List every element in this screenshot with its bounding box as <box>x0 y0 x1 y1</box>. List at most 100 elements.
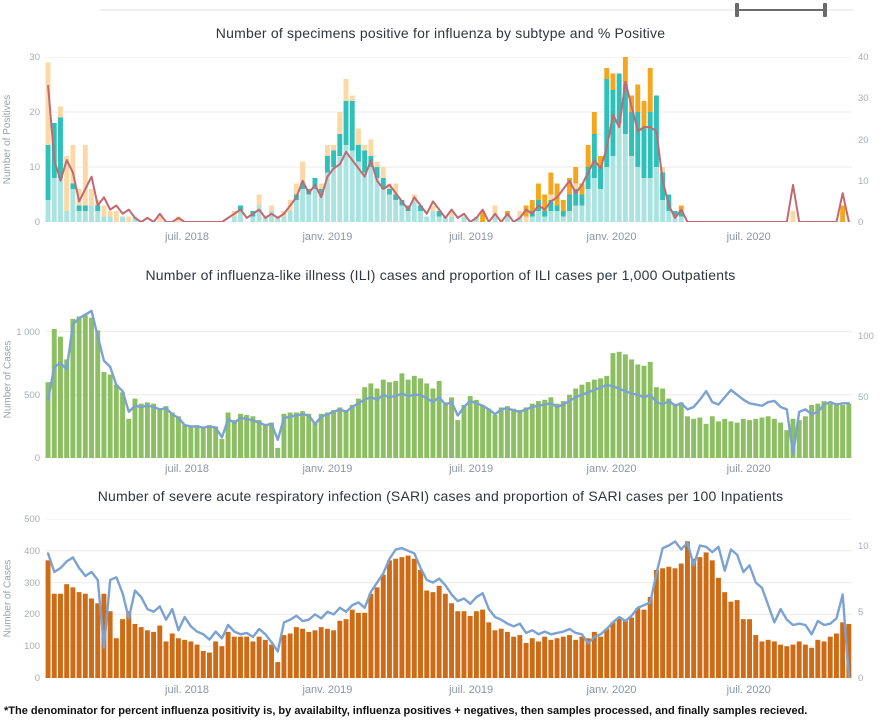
bar-subtype-teal[interactable] <box>312 178 318 189</box>
bar-ILI cases[interactable] <box>207 425 212 458</box>
bar-SARI cases[interactable] <box>666 566 672 678</box>
bar-SARI cases[interactable] <box>678 563 684 678</box>
bar-subtype-teal[interactable] <box>76 205 82 212</box>
bar-SARI cases[interactable] <box>70 587 76 678</box>
bar-SARI cases[interactable] <box>213 641 219 678</box>
bar-SARI cases[interactable] <box>579 636 585 678</box>
bar-ILI cases[interactable] <box>604 375 610 458</box>
bar-SARI cases[interactable] <box>387 560 392 678</box>
bar-SARI cases[interactable] <box>58 593 63 678</box>
bar-ILI cases[interactable] <box>542 399 548 458</box>
bar-SARI cases[interactable] <box>436 585 442 678</box>
bar-ILI cases[interactable] <box>312 422 318 458</box>
bar-subtype-teal[interactable] <box>318 189 324 195</box>
line-Proportion of ILI cases per 1,000 Outpatients[interactable] <box>46 309 851 456</box>
bar-SARI cases[interactable] <box>660 568 666 678</box>
bar-SARI cases[interactable] <box>747 619 752 678</box>
bar-subtype-orange[interactable] <box>536 183 541 201</box>
bar-ILI cases[interactable] <box>573 388 579 458</box>
bar-ILI cases[interactable] <box>120 392 125 458</box>
bar-ILI cases[interactable] <box>182 425 188 458</box>
bar-SARI cases[interactable] <box>722 592 728 678</box>
bar-ILI cases[interactable] <box>815 403 821 458</box>
bar-SARI cases[interactable] <box>138 627 144 678</box>
bar-ILI cases[interactable] <box>355 398 361 458</box>
bar-subtype-teal[interactable] <box>573 189 579 206</box>
bar-SARI cases[interactable] <box>442 593 448 678</box>
bar-SARI cases[interactable] <box>840 622 846 678</box>
bar-subtype-teal[interactable] <box>635 112 641 167</box>
bar-subtype-orange[interactable] <box>560 200 566 211</box>
bar-subtype-teal[interactable] <box>238 205 243 212</box>
bar-SARI cases[interactable] <box>151 631 157 678</box>
bar-subtype-teal[interactable] <box>418 205 423 212</box>
bar-subtype-light-orange[interactable] <box>331 145 337 151</box>
bar-subtype-light-teal[interactable] <box>554 211 560 222</box>
line-% Positive[interactable] <box>47 80 850 222</box>
bar-ILI cases[interactable] <box>194 425 200 458</box>
bar-ILI cases[interactable] <box>275 447 281 458</box>
bar-subtype-light-teal[interactable] <box>436 216 442 223</box>
bar-ILI cases[interactable] <box>703 423 709 458</box>
bar-subtype-teal[interactable] <box>554 205 560 212</box>
bar-subtype-light-orange[interactable] <box>318 183 324 190</box>
bar-subtype-teal[interactable] <box>629 112 635 156</box>
bar-SARI cases[interactable] <box>424 590 430 678</box>
bar-ILI cases[interactable] <box>455 420 461 458</box>
bar-SARI cases[interactable] <box>126 611 132 678</box>
bar-ILI cases[interactable] <box>188 426 194 458</box>
bar-subtype-light-orange[interactable] <box>175 216 181 223</box>
bar-ILI cases[interactable] <box>691 418 697 458</box>
bar-SARI cases[interactable] <box>312 630 318 678</box>
bar-ILI cases[interactable] <box>101 372 107 458</box>
bar-SARI cases[interactable] <box>399 557 405 678</box>
bar-ILI cases[interactable] <box>169 412 175 459</box>
bar-subtype-light-teal[interactable] <box>368 167 374 222</box>
bar-SARI cases[interactable] <box>238 636 243 678</box>
bar-SARI cases[interactable] <box>709 560 715 678</box>
bar-subtype-light-teal[interactable] <box>355 161 361 223</box>
bar-subtype-light-orange[interactable] <box>324 145 330 156</box>
bar-subtype-teal[interactable] <box>349 101 355 151</box>
bar-ILI cases[interactable] <box>517 409 523 458</box>
bar-ILI cases[interactable] <box>672 403 678 458</box>
bar-subtype-light-teal[interactable] <box>51 178 57 222</box>
bar-subtype-light-teal[interactable] <box>306 194 312 223</box>
bar-subtype-teal[interactable] <box>641 128 647 179</box>
bar-subtype-light-teal[interactable] <box>573 205 579 223</box>
bar-subtype-light-teal[interactable] <box>293 200 299 222</box>
bar-subtype-teal[interactable] <box>355 145 361 162</box>
bar-SARI cases[interactable] <box>560 636 566 678</box>
bar-ILI cases[interactable] <box>113 384 119 458</box>
bar-ILI cases[interactable] <box>368 383 374 458</box>
bar-subtype-light-teal[interactable] <box>598 189 603 222</box>
bar-SARI cases[interactable] <box>635 608 641 678</box>
bar-subtype-light-orange[interactable] <box>256 194 262 206</box>
bar-SARI cases[interactable] <box>331 630 337 678</box>
bar-subtype-light-teal[interactable] <box>461 216 467 223</box>
bar-ILI cases[interactable] <box>833 404 839 458</box>
bar-subtype-teal[interactable] <box>95 205 101 212</box>
bar-ILI cases[interactable] <box>548 397 554 458</box>
bar-subtype-light-teal[interactable] <box>405 211 411 222</box>
bar-SARI cases[interactable] <box>287 633 293 678</box>
bar-SARI cases[interactable] <box>231 636 237 678</box>
bar-ILI cases[interactable] <box>374 388 380 458</box>
bar-ILI cases[interactable] <box>753 418 759 458</box>
bar-subtype-light-teal[interactable] <box>529 216 535 223</box>
bar-SARI cases[interactable] <box>107 611 113 678</box>
ili-plot-area[interactable] <box>45 300 852 458</box>
bar-SARI cases[interactable] <box>616 617 622 678</box>
bar-subtype-light-orange[interactable] <box>548 194 554 201</box>
bar-ILI cases[interactable] <box>486 408 492 458</box>
bar-SARI cases[interactable] <box>567 635 572 678</box>
bar-subtype-light-teal[interactable] <box>666 211 672 222</box>
bar-subtype-teal[interactable] <box>567 194 572 212</box>
bar-SARI cases[interactable] <box>188 641 194 678</box>
bar-subtype-light-teal[interactable] <box>107 216 113 223</box>
bar-ILI cases[interactable] <box>579 384 585 458</box>
bar-ILI cases[interactable] <box>175 416 181 458</box>
bar-ILI cases[interactable] <box>709 416 715 458</box>
bar-ILI cases[interactable] <box>250 416 256 458</box>
bar-subtype-light-orange[interactable] <box>355 128 361 146</box>
